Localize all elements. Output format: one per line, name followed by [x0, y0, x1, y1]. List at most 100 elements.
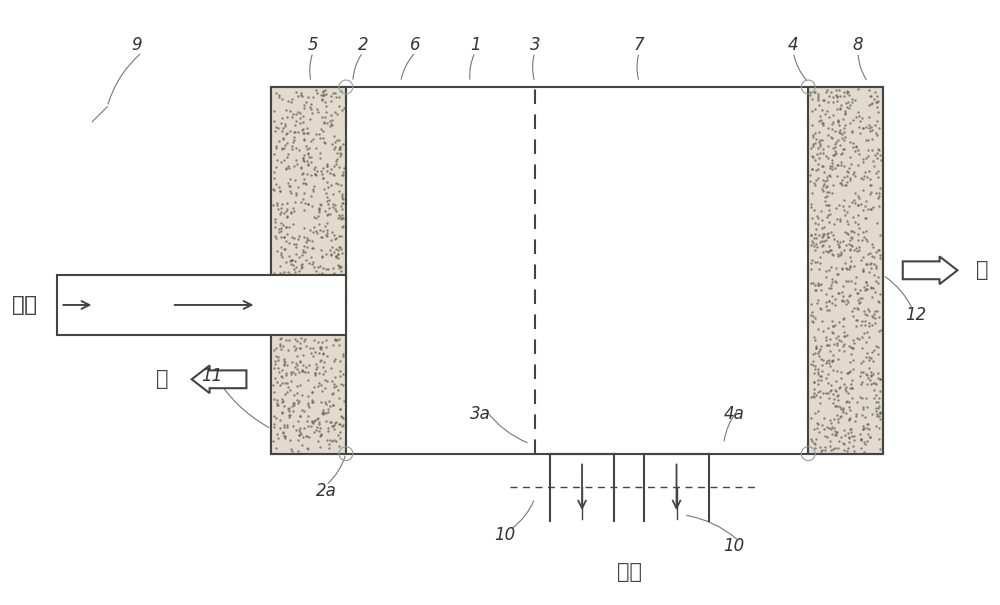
Point: [832, 216, 848, 226]
Point: [820, 378, 836, 388]
Point: [318, 264, 334, 274]
Point: [298, 431, 314, 441]
Point: [326, 425, 342, 434]
Point: [857, 214, 873, 223]
Point: [284, 357, 300, 367]
Point: [821, 296, 837, 306]
Point: [330, 249, 346, 259]
Point: [315, 87, 331, 97]
Point: [334, 198, 350, 208]
Point: [306, 262, 322, 272]
Point: [806, 234, 822, 243]
Point: [811, 100, 827, 110]
Point: [311, 419, 327, 428]
Point: [870, 397, 886, 407]
Point: [331, 393, 347, 403]
Point: [316, 286, 332, 296]
Point: [859, 437, 875, 446]
Point: [839, 86, 855, 96]
Point: [294, 322, 310, 332]
Point: [823, 245, 839, 255]
Point: [855, 356, 871, 366]
Point: [285, 398, 301, 408]
Point: [805, 152, 821, 162]
Point: [298, 237, 314, 247]
Point: [832, 91, 848, 100]
Point: [266, 106, 282, 116]
Point: [810, 213, 826, 223]
Point: [847, 416, 863, 426]
Point: [330, 260, 346, 270]
Point: [271, 308, 287, 318]
Point: [826, 220, 842, 229]
Point: [803, 310, 819, 320]
Point: [855, 402, 871, 412]
Point: [815, 229, 831, 239]
Point: [844, 384, 860, 393]
Point: [857, 286, 873, 295]
Point: [853, 358, 869, 367]
Point: [305, 186, 321, 196]
Point: [315, 126, 331, 136]
Point: [301, 300, 317, 310]
Point: [268, 443, 284, 453]
Point: [870, 245, 886, 255]
Point: [825, 97, 841, 107]
Point: [272, 335, 288, 344]
Point: [812, 371, 828, 381]
Point: [266, 149, 282, 159]
Point: [295, 128, 311, 137]
Point: [827, 149, 843, 159]
Point: [807, 229, 823, 239]
Point: [857, 167, 873, 177]
Point: [842, 118, 858, 128]
Point: [314, 295, 330, 305]
Point: [289, 352, 305, 361]
Point: [308, 359, 324, 368]
Point: [285, 203, 301, 213]
Point: [327, 200, 343, 210]
Point: [836, 379, 852, 389]
Point: [849, 397, 865, 407]
Point: [330, 245, 346, 255]
Point: [298, 341, 314, 350]
Point: [309, 277, 325, 287]
Point: [857, 309, 873, 318]
Point: [837, 110, 853, 119]
Point: [822, 386, 838, 396]
Point: [828, 430, 844, 439]
Point: [814, 184, 830, 194]
Point: [285, 137, 301, 146]
Point: [325, 202, 341, 212]
Point: [836, 339, 852, 348]
Point: [813, 341, 829, 350]
Point: [869, 116, 885, 126]
Point: [833, 411, 849, 421]
Point: [330, 179, 346, 189]
Point: [290, 107, 306, 117]
Point: [296, 241, 312, 250]
Point: [821, 393, 837, 403]
Point: [840, 443, 856, 453]
Point: [291, 231, 307, 240]
Point: [864, 311, 880, 321]
Point: [317, 366, 333, 376]
Point: [328, 178, 344, 188]
Point: [859, 420, 875, 430]
Point: [839, 172, 855, 182]
Point: [289, 315, 305, 324]
Point: [332, 404, 348, 414]
Point: [331, 162, 347, 172]
Point: [276, 290, 292, 300]
Point: [297, 247, 313, 257]
Point: [277, 140, 293, 150]
Point: [840, 168, 856, 177]
Point: [808, 341, 824, 350]
Point: [841, 240, 857, 249]
Point: [867, 313, 883, 323]
Point: [280, 149, 296, 159]
Point: [303, 284, 319, 294]
Point: [839, 102, 855, 112]
Point: [834, 264, 850, 273]
Point: [837, 430, 853, 440]
